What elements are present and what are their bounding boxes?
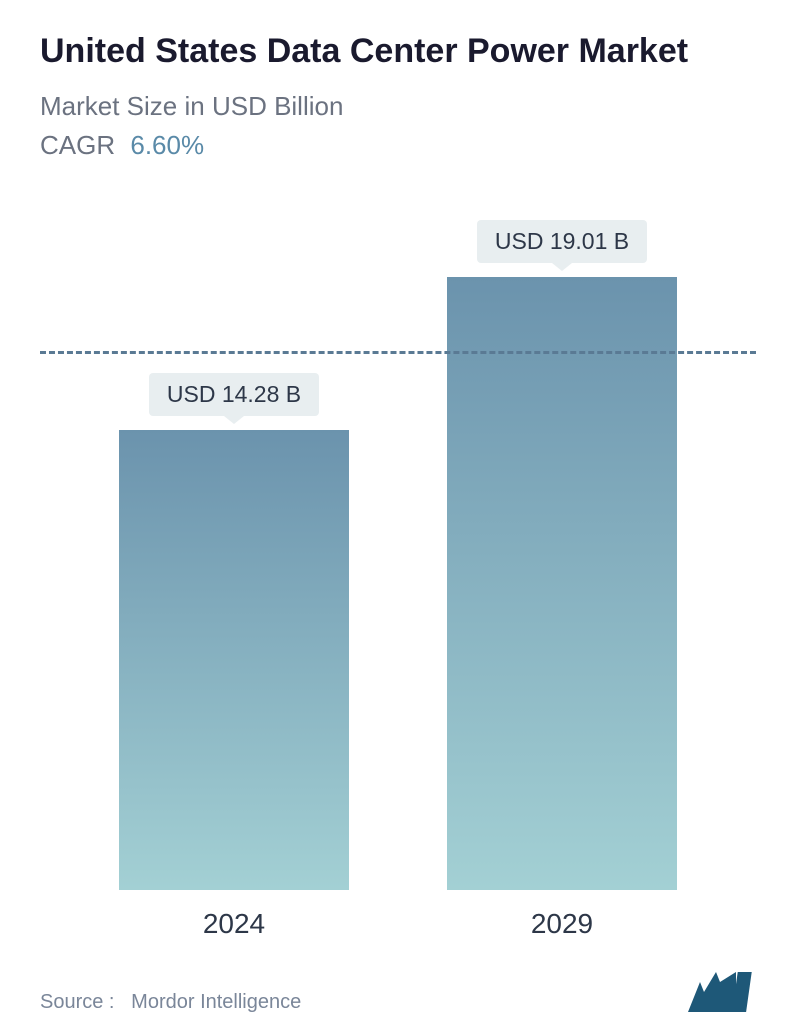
cagr-value: 6.60% [130,130,204,160]
x-axis-labels: 2024 2029 [40,908,756,940]
chart-area: USD 14.28 B USD 19.01 B 2024 2029 [40,201,756,951]
chart-footer: Source : Mordor Intelligence [40,960,756,1014]
chart-container: United States Data Center Power Market M… [0,0,796,1034]
chart-subtitle: Market Size in USD Billion [40,91,756,122]
bar [119,430,349,890]
x-label: 2024 [119,908,349,940]
value-label: USD 14.28 B [149,373,319,416]
brand-logo [686,970,756,1014]
value-label: USD 19.01 B [477,220,647,263]
cagr-label: CAGR [40,130,115,160]
source-name: Mordor Intelligence [131,991,301,1013]
reference-line [40,351,756,354]
bar [447,277,677,890]
chart-title: United States Data Center Power Market [40,30,756,73]
cagr-line: CAGR 6.60% [40,130,756,161]
bar-group: USD 19.01 B [447,220,677,890]
bar-group: USD 14.28 B [119,373,349,890]
bars-container: USD 14.28 B USD 19.01 B [40,201,756,891]
logo-icon [686,970,756,1014]
source-text: Source : Mordor Intelligence [40,991,301,1014]
source-label: Source : [40,991,114,1013]
x-label: 2029 [447,908,677,940]
